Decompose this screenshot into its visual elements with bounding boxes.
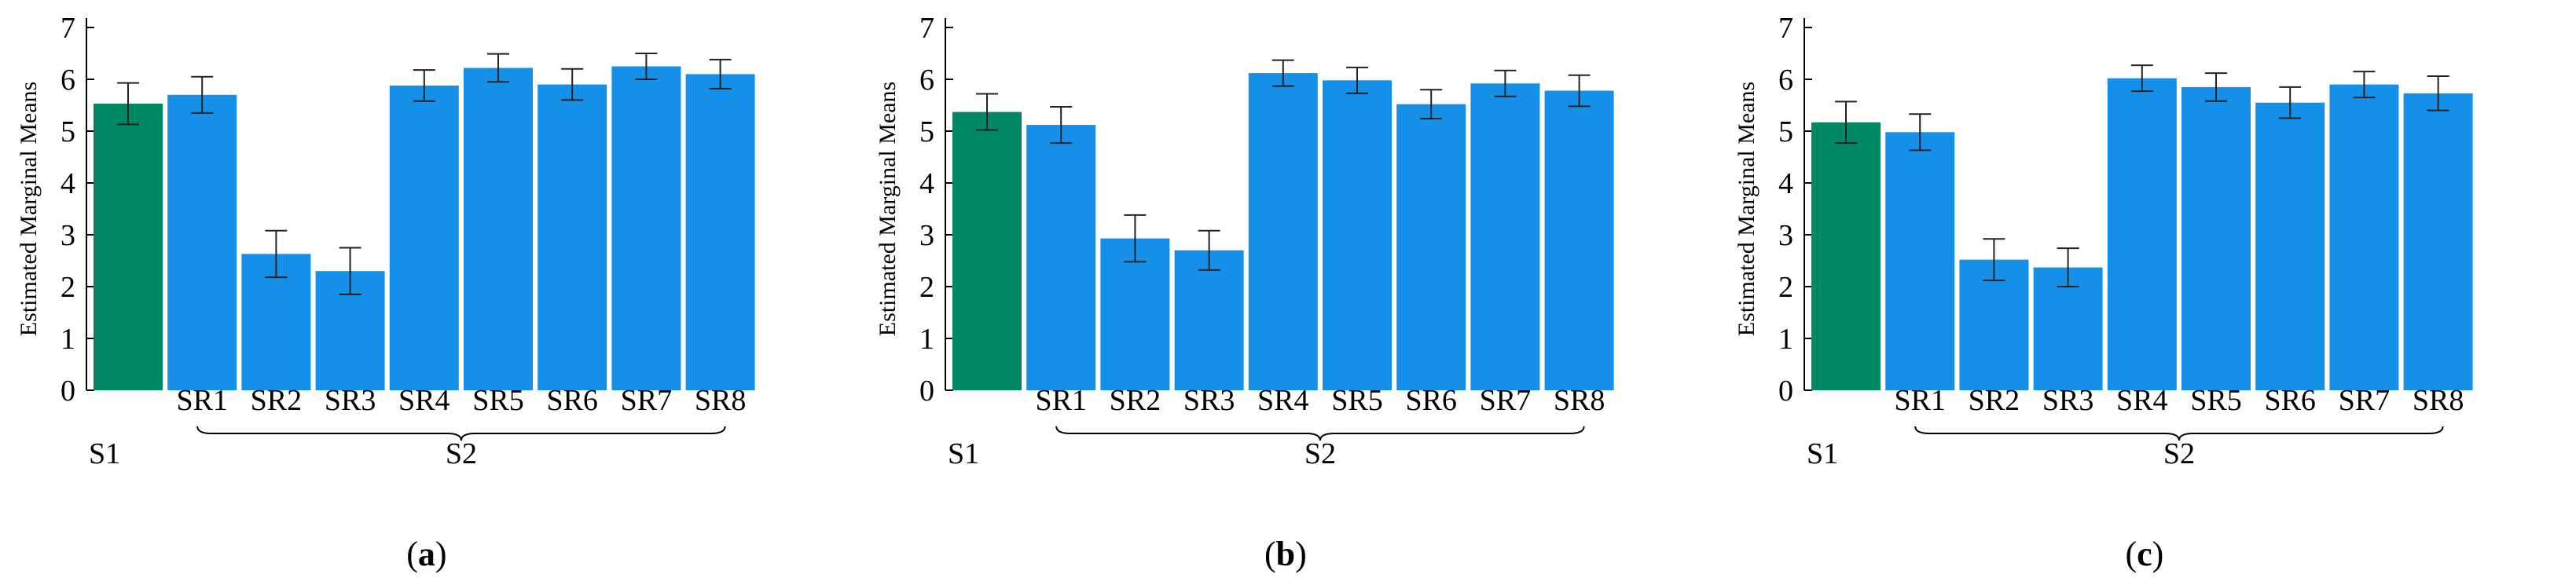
y-tick-label: 2 — [919, 271, 934, 304]
y-tick-label: 5 — [61, 115, 75, 148]
panel-letter: c — [2137, 535, 2152, 573]
y-tick-label: 6 — [1778, 64, 1793, 97]
group-label-s1: S1 — [1807, 437, 1838, 470]
bar-sr3 — [1174, 250, 1244, 390]
category-label-sr3: SR3 — [1183, 384, 1235, 417]
category-label-sr7: SR7 — [2339, 384, 2390, 417]
bar-sr6 — [1396, 104, 1466, 390]
chart-panel-b: Estimated Marginal Means 0 1 2 3 4 5 6 7 SR1 SR2 SR… — [875, 12, 1614, 573]
y-axis-label: Estimated Marginal Means — [875, 82, 901, 336]
category-label-sr7: SR7 — [621, 384, 672, 417]
y-tick-label: 6 — [61, 64, 75, 97]
y-tick-label: 3 — [1778, 219, 1793, 252]
bar-sr5 — [2182, 86, 2251, 391]
bar-sr8 — [2403, 93, 2473, 390]
category-label-sr3: SR3 — [2042, 384, 2093, 417]
bar-sr4 — [2107, 78, 2177, 391]
bar-sr2 — [1100, 238, 1170, 390]
panel-label: (b) — [1264, 535, 1307, 573]
category-label-sr3: SR3 — [325, 384, 376, 417]
y-tick-label: 3 — [61, 219, 75, 252]
bar-sr8 — [1544, 90, 1614, 391]
category-label-sr8: SR8 — [2413, 384, 2464, 417]
bar-s1 — [1811, 122, 1881, 390]
y-tick-label: 2 — [61, 271, 75, 304]
bar-sr4 — [1248, 73, 1318, 390]
y-tick-label: 3 — [919, 219, 934, 252]
category-label-sr5: SR5 — [2190, 384, 2241, 417]
bar-sr7 — [1470, 83, 1540, 390]
panel-letter: b — [1276, 535, 1295, 573]
y-tick-label: 4 — [919, 167, 934, 200]
bar-sr1 — [1026, 125, 1096, 390]
chart-panel-c: Estimated Marginal Means 0 1 2 3 4 5 6 7 SR1 SR2 SR… — [1734, 12, 2473, 573]
group-label-s1: S1 — [89, 437, 120, 470]
category-label-sr7: SR7 — [1480, 384, 1531, 417]
bar-sr3 — [2033, 267, 2103, 390]
category-label-sr5: SR5 — [1331, 384, 1382, 417]
group-label-s2: S2 — [1305, 437, 1336, 470]
bar-s1 — [952, 112, 1022, 390]
category-label-sr6: SR6 — [2264, 384, 2315, 417]
category-label-sr1: SR1 — [1894, 384, 1945, 417]
bar-sr6 — [538, 84, 607, 390]
y-tick-label: 0 — [1778, 375, 1793, 408]
chart-panel-a: Estimated Marginal Means 0 1 2 3 4 5 6 7 SR1 SR2 SR… — [16, 12, 755, 573]
y-tick-label: 6 — [919, 64, 934, 97]
panel-label: (a) — [406, 535, 446, 573]
y-tick-label: 1 — [1778, 323, 1793, 356]
category-label-sr1: SR1 — [176, 384, 227, 417]
bar-sr8 — [685, 74, 755, 391]
y-tick-label: 2 — [1778, 271, 1793, 304]
y-axis-label: Estimated Marginal Means — [1734, 82, 1760, 336]
y-tick-label: 5 — [919, 115, 934, 148]
y-tick-label: 7 — [61, 12, 75, 45]
bar-sr6 — [2255, 102, 2325, 390]
bar-s1 — [94, 104, 163, 390]
category-label-sr5: SR5 — [472, 384, 523, 417]
y-tick-label: 5 — [1778, 115, 1793, 148]
y-tick-label: 0 — [919, 375, 934, 408]
bar-sr4 — [389, 85, 459, 391]
y-tick-label: 1 — [61, 323, 75, 356]
category-label-sr2: SR2 — [1110, 384, 1161, 417]
y-tick-label: 4 — [1778, 167, 1793, 200]
category-label-sr6: SR6 — [546, 384, 597, 417]
y-tick-label: 7 — [1778, 12, 1793, 45]
y-tick-label: 1 — [919, 323, 934, 356]
group-label-s1: S1 — [948, 437, 979, 470]
y-tick-label: 0 — [61, 375, 75, 408]
group-brace-s2 — [1055, 426, 1585, 441]
panel-label: (c) — [2125, 535, 2163, 573]
bar-sr1 — [167, 94, 237, 391]
category-label-sr4: SR4 — [1257, 384, 1308, 417]
y-tick-label: 7 — [919, 12, 934, 45]
category-label-sr1: SR1 — [1035, 384, 1086, 417]
group-brace-s2 — [1914, 426, 2444, 441]
category-label-sr2: SR2 — [251, 384, 302, 417]
category-label-sr4: SR4 — [2116, 384, 2167, 417]
bar-sr2 — [1959, 259, 2029, 390]
y-axis-label: Estimated Marginal Means — [16, 82, 42, 336]
category-label-sr6: SR6 — [1405, 384, 1456, 417]
group-label-s2: S2 — [2163, 437, 2195, 470]
bar-sr1 — [1885, 132, 1955, 390]
group-brace-s2 — [196, 426, 726, 441]
bar-sr7 — [2329, 84, 2399, 390]
category-label-sr4: SR4 — [398, 384, 450, 417]
category-label-sr8: SR8 — [695, 384, 746, 417]
group-label-s2: S2 — [446, 437, 477, 470]
bar-sr5 — [1323, 80, 1392, 390]
category-label-sr8: SR8 — [1554, 384, 1605, 417]
bar-sr7 — [611, 66, 681, 390]
bar-sr5 — [464, 68, 533, 390]
panel-letter: a — [418, 535, 435, 573]
y-tick-label: 4 — [61, 167, 75, 200]
category-label-sr2: SR2 — [1969, 384, 2020, 417]
